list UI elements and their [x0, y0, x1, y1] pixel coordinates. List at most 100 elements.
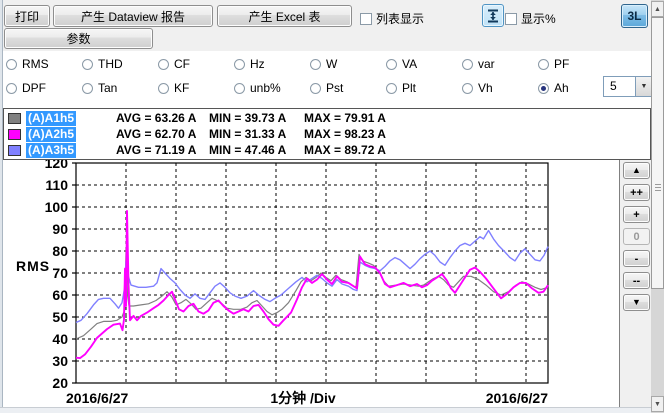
legend-row: (A)A2h5 AVG = 62.70 A MIN = 31.33 A MAX = 9… [4, 127, 650, 143]
measure-radio-w[interactable]: W [310, 57, 337, 71]
radio-circle[interactable] [158, 82, 169, 94]
series-avg: AVG = 63.26 A [116, 111, 197, 125]
measure-radio-ah[interactable]: Ah [538, 81, 569, 95]
series-max: MAX = 98.23 A [304, 127, 386, 141]
scroll-down-button[interactable]: ▼ [651, 396, 664, 412]
radio-label: Ah [554, 81, 569, 95]
x-div-label: 1分钟 /Div [270, 390, 336, 406]
radio-circle[interactable] [386, 82, 397, 94]
list-display-checkbox[interactable]: 列表显示 [360, 10, 424, 27]
zoom-out-fast-button[interactable]: -- [623, 272, 650, 289]
radio-label: unb% [250, 81, 281, 95]
harmonic-order-dropdown[interactable]: 5 ▼ [603, 76, 653, 97]
fit-vertical-scale-icon [488, 9, 498, 22]
generate-dataview-report-button[interactable]: 产生 Dataview 报告 [53, 5, 213, 27]
measure-radio-tan[interactable]: Tan [82, 81, 117, 95]
radio-circle[interactable] [310, 58, 321, 70]
radio-circle[interactable] [82, 58, 93, 70]
radio-label: Pst [326, 81, 344, 95]
series-min: MIN = 39.73 A [209, 111, 287, 125]
radio-circle[interactable] [158, 58, 169, 70]
scale-up-button[interactable]: ▲ [623, 162, 650, 179]
y-tick-label: 50 [52, 309, 68, 325]
scale-down-button[interactable]: ▼ [623, 294, 650, 311]
radio-label: THD [98, 57, 123, 71]
measure-radio-hz[interactable]: Hz [234, 57, 265, 71]
series-color-swatch [8, 113, 21, 124]
radio-label: RMS [22, 57, 49, 71]
measure-radio-vh[interactable]: Vh [462, 81, 493, 95]
measure-radio-unb[interactable]: unb% [234, 81, 281, 95]
series-min: MIN = 47.46 A [209, 143, 287, 157]
y-tick-label: 30 [52, 353, 68, 369]
measure-radio-plt[interactable]: Plt [386, 81, 416, 95]
y-tick-label: 80 [52, 243, 68, 259]
measure-radio-pf[interactable]: PF [538, 57, 569, 71]
scroll-up-button[interactable]: ▲ [651, 1, 664, 17]
series-max: MAX = 89.72 A [304, 143, 386, 157]
radio-circle[interactable] [6, 58, 17, 70]
harmonic-order-value: 5 [610, 79, 617, 93]
radio-label: var [478, 57, 495, 71]
series-name[interactable]: (A)A1h5 [26, 111, 77, 126]
series-color-swatch [8, 145, 21, 156]
scrollbar-thumb[interactable] [651, 17, 664, 289]
measure-radio-va[interactable]: VA [386, 57, 417, 71]
dropdown-arrow-icon[interactable]: ▼ [635, 77, 652, 96]
radio-label: DPF [22, 81, 46, 95]
radio-circle[interactable] [234, 82, 245, 94]
measure-radio-dpf[interactable]: DPF [6, 81, 46, 95]
radio-label: Tan [98, 81, 118, 95]
radio-circle[interactable] [462, 82, 473, 94]
fit-vertical-scale-button[interactable] [482, 4, 504, 27]
scale-controls-panel: ▲ ++ +0- -- ▼ [619, 160, 651, 413]
legend-row: (A)A1h5 AVG = 63.26 A MIN = 39.73 A MAX = 7… [4, 111, 650, 127]
series-avg: AVG = 71.19 A [116, 143, 197, 157]
checkbox-box[interactable] [360, 12, 372, 25]
series-(A)A1h5 [75, 251, 549, 340]
parameters-button[interactable]: 参数 [4, 28, 153, 49]
radio-label: Plt [402, 81, 417, 95]
measure-radio-cf[interactable]: CF [158, 57, 190, 71]
zoom-out-button[interactable]: - [623, 250, 650, 267]
series-avg: AVG = 62.70 A [116, 127, 197, 141]
window-bottom-border [0, 407, 651, 413]
y-tick-label: 20 [52, 375, 68, 391]
radio-circle[interactable] [82, 82, 93, 94]
radio-label: Hz [250, 57, 265, 71]
measure-radio-thd[interactable]: THD [82, 57, 123, 71]
series-name[interactable]: (A)A2h5 [26, 127, 77, 142]
radio-circle[interactable] [6, 82, 17, 94]
phase-mode-button[interactable]: 3L [621, 4, 648, 28]
series-name[interactable]: (A)A3h5 [26, 143, 77, 158]
generate-excel-table-button[interactable]: 产生 Excel 表 [217, 5, 352, 27]
y-tick-label: 60 [52, 287, 68, 303]
checkbox-box[interactable] [505, 12, 517, 25]
y-tick-label: 100 [45, 199, 69, 215]
zoom-in-fast-button[interactable]: ++ [623, 184, 650, 201]
zoom-in-button[interactable]: + [623, 206, 650, 223]
radio-circle[interactable] [538, 58, 549, 70]
radio-circle[interactable] [386, 58, 397, 70]
measure-radio-kf[interactable]: KF [158, 81, 189, 95]
measure-radio-rms[interactable]: RMS [6, 57, 49, 71]
radio-dot [541, 85, 546, 91]
series-(A)A3h5 [75, 229, 549, 324]
measure-radio-pst[interactable]: Pst [310, 81, 343, 95]
show-percent-checkbox[interactable]: 显示% [505, 10, 556, 27]
series-color-swatch [8, 129, 21, 140]
radio-label: PF [554, 57, 570, 71]
vertical-scrollbar[interactable]: ▲ ▼ [651, 0, 664, 413]
list-display-label: 列表显示 [376, 12, 425, 26]
radio-circle[interactable] [310, 82, 321, 94]
zoom-reset-button: 0 [623, 228, 650, 245]
measure-radio-var[interactable]: var [462, 57, 495, 71]
trend-chart[interactable]: 20 30 40 50 60 70 80 90 100 110 120 2016/6/27 1分钟 /D… [3, 155, 619, 407]
show-percent-label: 显示% [521, 12, 556, 26]
radio-circle[interactable] [462, 58, 473, 70]
x-start-label: 2016/6/27 [66, 390, 128, 406]
radio-circle[interactable] [234, 58, 245, 70]
print-button[interactable]: 打印 [4, 5, 50, 27]
radio-circle[interactable] [538, 82, 549, 94]
